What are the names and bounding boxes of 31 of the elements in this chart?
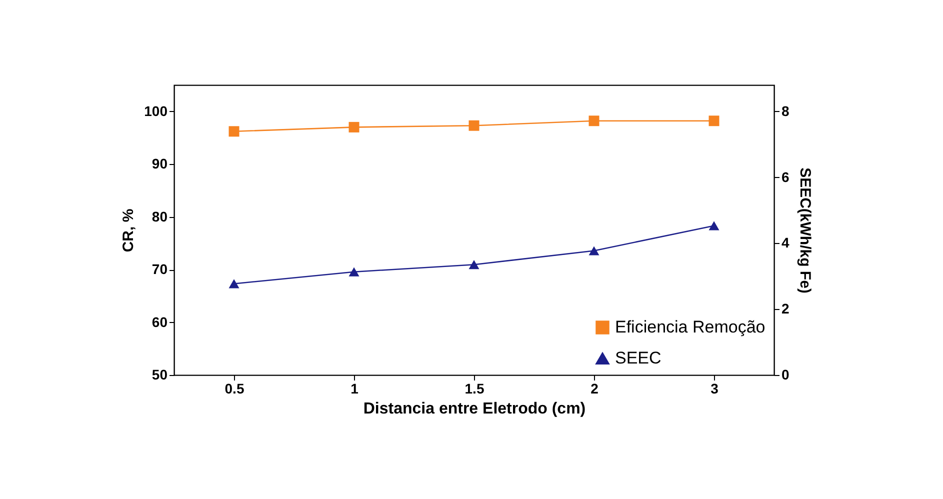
y-axis-title: CR, % bbox=[120, 208, 138, 252]
point bbox=[348, 122, 360, 132]
y-tick-label: 100 bbox=[144, 102, 168, 119]
y-tick-label: 80 bbox=[152, 208, 168, 224]
point bbox=[708, 116, 720, 126]
point bbox=[468, 120, 480, 131]
y2-tick-label: 4 bbox=[782, 234, 790, 251]
point bbox=[348, 267, 360, 276]
legend-label: SEEC bbox=[615, 348, 662, 368]
y-tick-label: 60 bbox=[152, 314, 168, 330]
y-tick-label: 90 bbox=[152, 156, 168, 172]
point bbox=[588, 116, 600, 126]
y2-axis-title: SEEC(kWh/kg Fe) bbox=[796, 168, 814, 294]
point bbox=[228, 126, 240, 137]
y-tick-label: 50 bbox=[152, 366, 168, 382]
y2-tick-label: 0 bbox=[782, 366, 790, 382]
point bbox=[468, 260, 480, 270]
x-tick-label: 1.5 bbox=[464, 380, 484, 396]
point bbox=[228, 279, 240, 288]
legend-label: Eficiencia Remoção bbox=[615, 318, 766, 336]
x-tick-label: 3 bbox=[710, 380, 719, 396]
x-tick-label: 1 bbox=[350, 380, 359, 396]
x-tick-label: 0.5 bbox=[224, 380, 244, 396]
point bbox=[708, 221, 720, 230]
y2-tick-label: 6 bbox=[782, 168, 790, 185]
x-axis-title: Distancia entre Eletrodo (cm) bbox=[363, 400, 586, 418]
y-tick-label: 70 bbox=[152, 261, 168, 278]
x-tick-label: 2 bbox=[590, 380, 599, 396]
point bbox=[588, 246, 600, 256]
y2-tick-label: 8 bbox=[782, 102, 790, 119]
y2-tick-label: 2 bbox=[782, 300, 790, 317]
